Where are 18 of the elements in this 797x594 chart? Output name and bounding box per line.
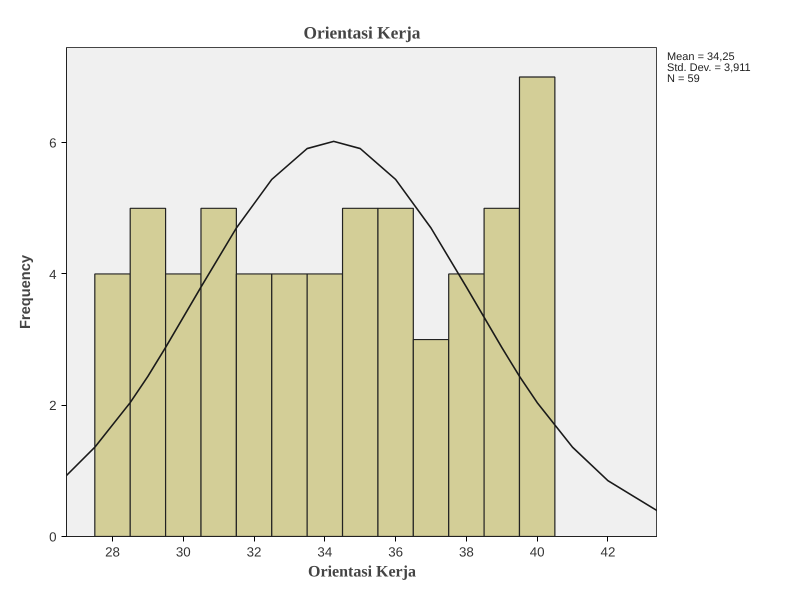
y-tick-label: 0 <box>49 530 57 544</box>
y-axis-title: Frequency <box>18 254 34 330</box>
text: Std. Dev. = 3,911 <box>667 62 751 74</box>
y-tick-label: 2 <box>49 398 57 414</box>
y-tick-label: 4 <box>49 266 58 282</box>
text: Mean = 34,25 <box>667 51 735 63</box>
x-tick-label: 38 <box>458 544 474 560</box>
x-axis-title: Orientasi Kerja <box>308 564 416 580</box>
chart-title: Orientasi Kerja <box>304 24 421 42</box>
x-tick-label: 34 <box>317 544 333 560</box>
y-tick-label: 6 <box>49 136 57 151</box>
x-tick-label: 36 <box>388 544 404 560</box>
x-tick-label: 32 <box>246 544 262 560</box>
x-tick-label: 28 <box>105 544 120 560</box>
x-tick-label: 42 <box>600 544 616 560</box>
x-tick-label: 40 <box>530 544 545 560</box>
text: N = 59 <box>667 73 700 85</box>
x-tick-label: 30 <box>176 544 191 560</box>
